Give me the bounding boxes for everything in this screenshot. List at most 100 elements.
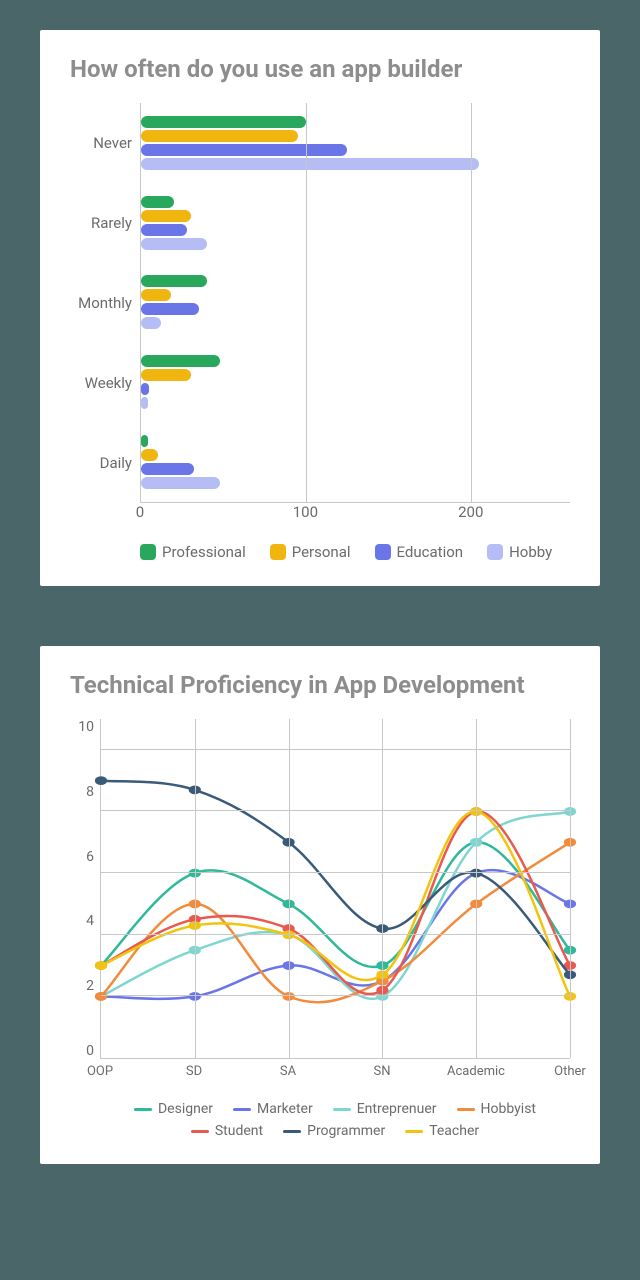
bar xyxy=(141,224,187,236)
bar-x-axis: 0100200 xyxy=(140,503,570,528)
line-y-axis: 10 8 6 4 2 0 xyxy=(70,719,100,1059)
bar xyxy=(141,289,171,301)
bar-chart-title: How often do you use an app builder xyxy=(70,55,570,83)
legend-item: Designer xyxy=(134,1101,213,1117)
bar xyxy=(141,369,191,381)
bar xyxy=(141,317,161,329)
bar-groups xyxy=(141,103,570,502)
legend-swatch xyxy=(487,544,503,560)
line-x-tick: Academic xyxy=(447,1064,505,1079)
gridline xyxy=(101,749,570,750)
legend-item: Programmer xyxy=(283,1123,385,1139)
legend-item: Marketer xyxy=(233,1101,313,1117)
line-y-label: 0 xyxy=(86,1043,94,1059)
bar xyxy=(141,383,149,395)
gridline xyxy=(101,810,570,811)
line-y-label: 4 xyxy=(86,913,94,929)
gridline xyxy=(306,103,307,502)
line-marker xyxy=(95,776,107,785)
bar xyxy=(141,397,148,409)
legend-item: Hobbyist xyxy=(457,1101,536,1117)
line-series xyxy=(101,842,570,967)
bar-y-label: Monthly xyxy=(78,294,132,312)
line-x-tick: SN xyxy=(374,1064,391,1079)
legend-swatch xyxy=(270,544,286,560)
bar-x-tick: 0 xyxy=(136,503,144,521)
legend-label: Entreprenuer xyxy=(357,1101,437,1117)
bar xyxy=(141,449,158,461)
legend-item: Education xyxy=(375,543,464,561)
legend-swatch xyxy=(283,1130,301,1133)
legend-label: Programmer xyxy=(307,1123,385,1139)
bar-x-tick: 200 xyxy=(458,503,483,521)
legend-swatch xyxy=(233,1108,251,1111)
bar-y-axis: Never Rarely Monthly Weekly Daily xyxy=(70,103,140,503)
bar-group xyxy=(141,275,570,329)
bar-group xyxy=(141,355,570,409)
legend-item: Entreprenuer xyxy=(333,1101,437,1117)
bar xyxy=(141,275,207,287)
gridline xyxy=(195,719,196,1058)
gridline xyxy=(101,872,570,873)
line-plot xyxy=(100,719,570,1059)
bar-chart-panel: How often do you use an app builder Neve… xyxy=(40,30,600,586)
bar xyxy=(141,130,298,142)
legend-label: Marketer xyxy=(257,1101,313,1117)
bar-group xyxy=(141,196,570,250)
bar xyxy=(141,303,199,315)
line-x-tick: Other xyxy=(554,1064,586,1079)
legend-item: Hobby xyxy=(487,543,552,561)
legend-swatch xyxy=(457,1108,475,1111)
line-series xyxy=(101,811,570,996)
line-chart-title: Technical Proficiency in App Development xyxy=(70,671,570,699)
bar xyxy=(141,238,207,250)
bar-group xyxy=(141,435,570,489)
line-x-axis: OOPSDSASNAcademicOther xyxy=(100,1064,570,1089)
legend-item: Personal xyxy=(270,543,351,561)
bar-y-label: Weekly xyxy=(85,374,132,392)
legend-label: Hobbyist xyxy=(481,1101,536,1117)
bar xyxy=(141,435,148,447)
legend-label: Personal xyxy=(292,543,351,561)
bar-chart-area: Never Rarely Monthly Weekly Daily xyxy=(70,103,570,503)
bar xyxy=(141,355,220,367)
legend-item: Professional xyxy=(140,543,246,561)
bar-plot xyxy=(140,103,570,503)
bar xyxy=(141,116,306,128)
line-x-tick: OOP xyxy=(87,1064,113,1079)
line-y-label: 10 xyxy=(78,719,94,735)
legend-label: Teacher xyxy=(429,1123,479,1139)
bar xyxy=(141,158,479,170)
line-y-label: 6 xyxy=(86,849,94,865)
gridline xyxy=(476,719,477,1058)
legend-swatch xyxy=(333,1108,351,1111)
bar xyxy=(141,210,191,222)
bar-y-label: Daily xyxy=(100,454,132,472)
bar-x-tick: 100 xyxy=(293,503,318,521)
legend-label: Student xyxy=(215,1123,263,1139)
line-x-tick: SA xyxy=(280,1064,296,1079)
bar-y-label: Rarely xyxy=(91,214,132,232)
bar xyxy=(141,144,347,156)
line-y-label: 2 xyxy=(86,978,94,994)
legend-label: Hobby xyxy=(509,543,552,561)
bar-group xyxy=(141,116,570,170)
line-chart-panel: Technical Proficiency in App Development… xyxy=(40,646,600,1164)
legend-label: Designer xyxy=(158,1101,213,1117)
line-x-tick: SD xyxy=(186,1064,202,1079)
gridline xyxy=(382,719,383,1058)
line-chart-area: 10 8 6 4 2 0 xyxy=(70,719,570,1059)
legend-item: Teacher xyxy=(405,1123,479,1139)
line-marker xyxy=(95,961,107,970)
gridline xyxy=(289,719,290,1058)
line-y-label: 8 xyxy=(86,784,94,800)
legend-item: Student xyxy=(191,1123,263,1139)
legend-label: Professional xyxy=(162,543,246,561)
bar xyxy=(141,196,174,208)
legend-swatch xyxy=(375,544,391,560)
bar xyxy=(141,463,194,475)
legend-swatch xyxy=(134,1108,152,1111)
gridline xyxy=(101,934,570,935)
legend-swatch xyxy=(140,544,156,560)
bar-y-label: Never xyxy=(93,134,132,152)
